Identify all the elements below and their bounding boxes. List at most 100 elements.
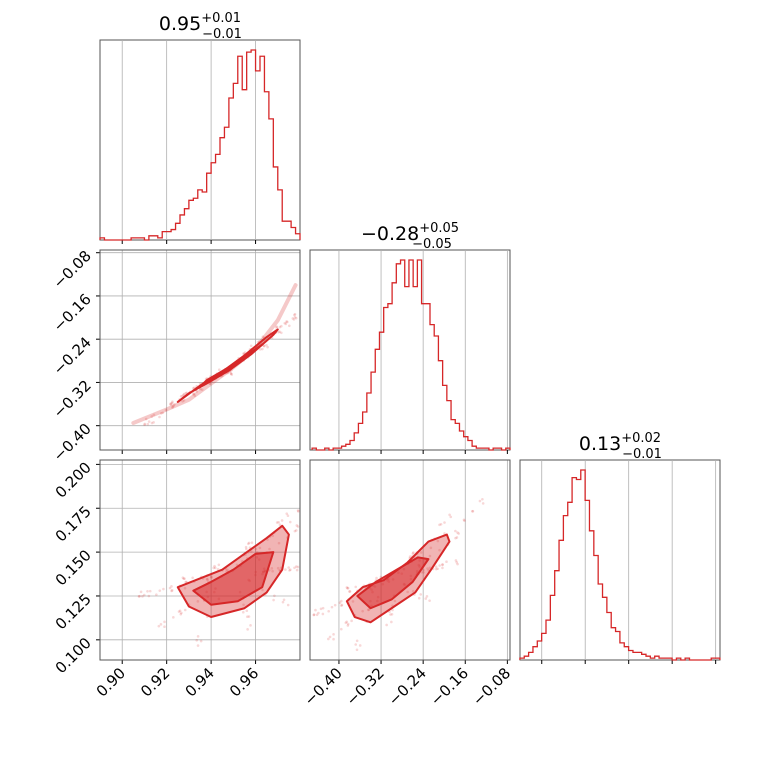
p2-vs-p1-sample-point bbox=[367, 608, 370, 611]
p2-vs-p1-sample-point bbox=[428, 566, 432, 570]
p2-vs-p1-sample-point bbox=[434, 565, 438, 568]
p1-vs-p0-ytick-label: −0.08 bbox=[50, 247, 95, 292]
p1-vs-p0-sample-point bbox=[291, 317, 295, 320]
p2-vs-p0-sample-point bbox=[244, 545, 248, 549]
hist-p1: −0.28+0.05−0.05 bbox=[309, 221, 511, 454]
p2-vs-p1-sample-point bbox=[463, 519, 466, 523]
p2-vs-p1-sample-point bbox=[456, 531, 459, 534]
p2-vs-p0-sample-point bbox=[212, 566, 215, 570]
p2-vs-p0-contour-inner bbox=[192, 551, 275, 606]
p2-vs-p1-sample-point bbox=[393, 599, 397, 603]
p2-vs-p0-sample-point bbox=[170, 585, 173, 588]
p2-vs-p1-sample-point bbox=[348, 590, 351, 593]
p2-vs-p0-sample-point bbox=[246, 628, 249, 631]
p2-vs-p0-ytick-label: 0.150 bbox=[52, 546, 95, 589]
p1-vs-p0-sample-point bbox=[262, 344, 266, 348]
p2-vs-p0-sample-point bbox=[272, 598, 275, 602]
p1-vs-p0-sample-point bbox=[150, 421, 154, 425]
p2-vs-p1-sample-point bbox=[361, 609, 364, 613]
hist-p0-histogram-step bbox=[99, 49, 301, 241]
p2-vs-p1-sample-point bbox=[350, 619, 353, 623]
p2-vs-p0-sample-point bbox=[275, 521, 279, 524]
p2-vs-p1-sample-point bbox=[354, 643, 358, 646]
p2-vs-p0-sample-point bbox=[280, 519, 284, 522]
hist-p2: 0.13+0.02−0.01 bbox=[519, 431, 721, 664]
p2-vs-p0-sample-point bbox=[163, 625, 166, 629]
p2-vs-p1-sample-point bbox=[321, 612, 325, 616]
p1-vs-p0-sample-point bbox=[277, 330, 280, 334]
p2-vs-p1-xtick-label: −0.08 bbox=[469, 664, 514, 709]
p2-vs-p1-sample-point bbox=[389, 613, 392, 616]
p1-vs-p0-sample-point bbox=[262, 344, 266, 348]
p2-vs-p1-sample-point bbox=[438, 564, 441, 567]
p2-vs-p1-xtick-label: −0.24 bbox=[385, 664, 430, 709]
p1-vs-p0-sample-point bbox=[171, 400, 174, 403]
p2-vs-p1-sample-point bbox=[348, 590, 352, 593]
p2-vs-p1-sample-point bbox=[481, 502, 485, 505]
p2-vs-p0-sample-point bbox=[293, 529, 297, 533]
p2-vs-p0-sample-point bbox=[271, 569, 274, 573]
p1-vs-p0-sample-point bbox=[143, 422, 147, 426]
p1-vs-p0-sample-point bbox=[170, 402, 173, 405]
p1-vs-p0-sample-point bbox=[169, 403, 173, 406]
p1-vs-p0-sample-point bbox=[171, 405, 175, 408]
p2-vs-p1-sample-point bbox=[441, 566, 444, 570]
p2-vs-p1-sample-point bbox=[327, 637, 330, 641]
p2-vs-p0-ytick-label: 0.200 bbox=[52, 458, 95, 501]
p1-vs-p0-sample-point bbox=[150, 415, 154, 418]
p2-vs-p0-sample-point bbox=[157, 624, 161, 628]
p1-vs-p0-sample-point bbox=[173, 403, 176, 406]
p2-vs-p1-sample-point bbox=[344, 621, 348, 625]
p2-vs-p1-sample-point bbox=[481, 497, 484, 501]
p2-vs-p1-sample-point bbox=[471, 509, 474, 513]
p2-vs-p1-contour-inner bbox=[356, 556, 430, 610]
p2-vs-p0-sample-point bbox=[217, 563, 221, 567]
p2-vs-p0-sample-point bbox=[191, 576, 194, 580]
p1-vs-p0-sample-point bbox=[143, 423, 146, 426]
p2-vs-p0-sample-point bbox=[162, 587, 165, 591]
p2-vs-p1-sample-point bbox=[317, 611, 320, 615]
p2-vs-p1-sample-point bbox=[471, 509, 475, 513]
p2-vs-p1-sample-point bbox=[454, 529, 457, 533]
p1-vs-p0-sample-point bbox=[182, 399, 186, 402]
p2-vs-p0: 0.90 0.92 0.94 0.96 0.1000.1250.1500.1750.20… bbox=[52, 458, 301, 700]
p2-vs-p0-sample-point bbox=[288, 520, 292, 524]
p2-vs-p0-sample-point bbox=[273, 594, 276, 598]
p2-vs-p1-sample-point bbox=[438, 523, 441, 527]
p2-vs-p0-sample-point bbox=[285, 512, 289, 515]
hist-p0: 0.95+0.01−0.01 bbox=[99, 11, 301, 244]
p2-vs-p0-sample-point bbox=[247, 542, 250, 546]
p2-vs-p1-sample-point bbox=[312, 613, 316, 616]
p2-vs-p1-sample-point bbox=[314, 608, 317, 612]
p2-vs-p0-sample-point bbox=[276, 566, 280, 570]
p2-vs-p1-sample-point bbox=[419, 551, 423, 554]
p1-vs-p0-sample-point bbox=[159, 412, 163, 415]
p2-vs-p1-sample-point bbox=[346, 586, 349, 590]
p1-vs-p0-sample-point bbox=[284, 322, 288, 326]
p1-vs-p0-sample-point bbox=[265, 343, 268, 347]
p1-vs-p0-sample-point bbox=[258, 348, 262, 351]
p2-vs-p0-sample-point bbox=[293, 566, 296, 570]
p1-vs-p0-ytick-label: −0.24 bbox=[50, 333, 95, 378]
p2-vs-p0-sample-point bbox=[181, 576, 185, 579]
p2-vs-p0-sample-point bbox=[178, 609, 182, 613]
p2-vs-p0-sample-point bbox=[213, 566, 217, 570]
p2-vs-p1-sample-point bbox=[332, 633, 335, 636]
p1-vs-p0-sample-point bbox=[152, 413, 156, 417]
p2-vs-p1-sample-point bbox=[412, 551, 415, 554]
p1-vs-p0-sample-point bbox=[192, 393, 195, 396]
p1-vs-p0-sample-point bbox=[200, 388, 204, 392]
p2-vs-p0-sample-point bbox=[226, 569, 230, 572]
p2-vs-p0-sample-point bbox=[213, 564, 216, 568]
p2-vs-p0-sample-point bbox=[138, 594, 141, 598]
hist-p2-frame bbox=[519, 459, 721, 661]
p1-vs-p0-sample-band bbox=[131, 283, 298, 425]
p1-vs-p0-sample-point bbox=[278, 330, 281, 334]
p1-vs-p0-sample-point bbox=[230, 373, 234, 376]
p2-vs-p0-sample-point bbox=[216, 567, 220, 571]
p2-vs-p1-sample-point bbox=[436, 539, 440, 543]
p1-vs-p0-sample-point bbox=[193, 394, 197, 398]
hist-p1-title: −0.28+0.05 bbox=[361, 221, 459, 245]
p2-vs-p1-sample-point bbox=[319, 607, 323, 611]
